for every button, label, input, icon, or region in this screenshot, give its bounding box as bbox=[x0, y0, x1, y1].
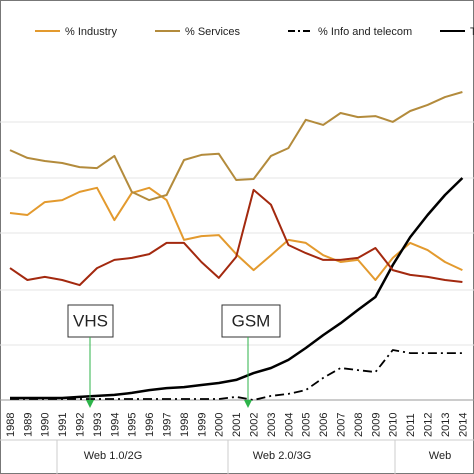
x-tick-label: 2003 bbox=[266, 413, 278, 437]
x-tick-label: 1991 bbox=[57, 413, 69, 437]
x-tick-label: 1997 bbox=[162, 413, 174, 437]
annotation: VHS bbox=[73, 311, 108, 330]
x-tick-label: 1989 bbox=[22, 413, 34, 437]
x-tick-label: 2013 bbox=[440, 413, 452, 437]
x-tick-label: 1999 bbox=[196, 413, 208, 437]
x-tick-label: 1992 bbox=[75, 413, 87, 437]
arrow-head bbox=[244, 400, 252, 408]
period-label: Web 2.0/3G bbox=[253, 450, 312, 462]
x-tick-label: 1995 bbox=[127, 413, 139, 437]
x-tick-label: 1990 bbox=[40, 413, 52, 437]
x-tick-label: 2008 bbox=[353, 413, 365, 437]
arrow-head bbox=[86, 400, 94, 408]
x-tick-label: 2014 bbox=[457, 413, 469, 437]
legend-label: T bbox=[470, 26, 474, 38]
x-tick-label: 2005 bbox=[301, 413, 313, 437]
x-tick-label: 2006 bbox=[318, 413, 330, 437]
x-tick-label: 2009 bbox=[370, 413, 382, 437]
x-tick-label: 1988 bbox=[5, 413, 17, 437]
x-tick-label: 2011 bbox=[405, 413, 417, 437]
x-tick-label: 1994 bbox=[109, 413, 121, 437]
x-tick-label: 2010 bbox=[388, 413, 400, 437]
x-tick-label: 1998 bbox=[179, 413, 191, 437]
series-line bbox=[10, 177, 464, 400]
legend-label: % Services bbox=[185, 26, 241, 38]
x-tick-label: 1993 bbox=[92, 413, 104, 437]
annotation-box bbox=[221, 304, 281, 338]
legend: % Industry % Services % Info and telecom T bbox=[35, 26, 474, 38]
x-tick-label: 1996 bbox=[144, 413, 156, 437]
legend-label: % Info and telecom bbox=[318, 26, 412, 38]
series-line bbox=[9, 91, 463, 202]
period-label: Web bbox=[429, 450, 451, 462]
x-tick-label: 2000 bbox=[214, 413, 226, 437]
grid bbox=[0, 121, 474, 346]
x-tick-label: 2012 bbox=[423, 413, 435, 437]
x-tick-label: 2001 bbox=[231, 413, 243, 437]
annotation: GSM bbox=[232, 311, 271, 330]
x-tick-label: 2002 bbox=[249, 413, 261, 437]
series-line bbox=[9, 188, 463, 287]
lines bbox=[9, 91, 464, 401]
x-tick-label: 2007 bbox=[336, 413, 348, 437]
x-tick-label: 2004 bbox=[283, 413, 295, 437]
period-label: Web 1.0/2G bbox=[84, 450, 143, 462]
legend-label: % Industry bbox=[65, 26, 117, 38]
